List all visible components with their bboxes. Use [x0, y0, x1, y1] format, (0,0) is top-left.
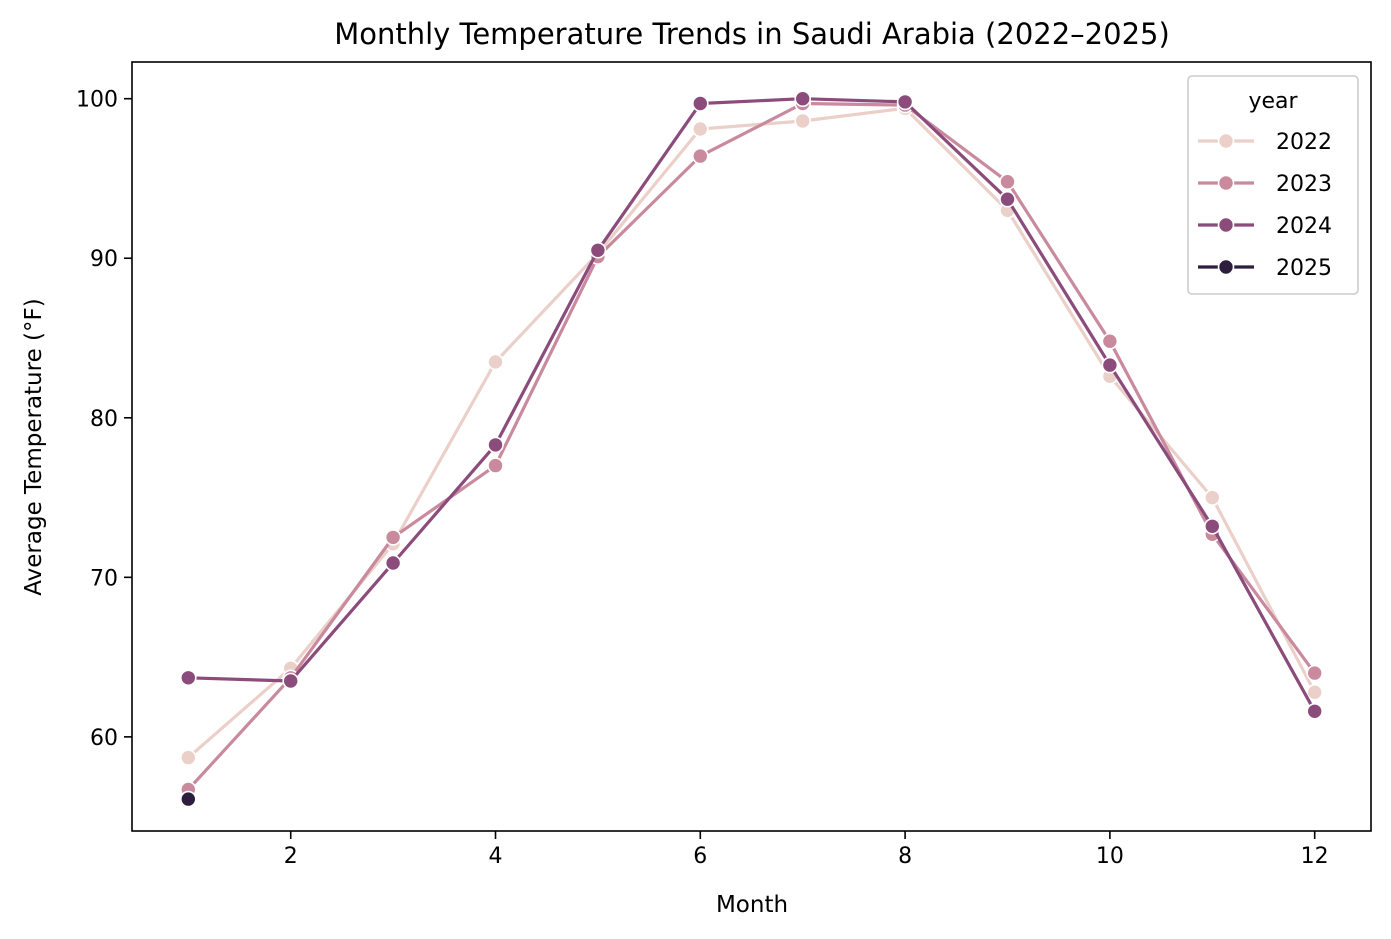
y-axis: 60 70 80 90 100	[76, 88, 132, 751]
data-point-2024	[1306, 702, 1323, 720]
data-point-2023	[1101, 332, 1119, 350]
data-point-2024	[180, 669, 197, 687]
series-2025	[180, 790, 197, 808]
legend-title: year	[1248, 89, 1298, 114]
data-point-2023	[487, 457, 504, 474]
x-axis-label: Month	[716, 892, 788, 918]
data-point-2024	[1204, 517, 1221, 535]
y-tick-label: 70	[90, 566, 118, 591]
series-2023	[180, 95, 1323, 798]
plot-frame	[131, 61, 1372, 832]
data-point-2025	[180, 790, 197, 808]
legend-item-2023: 2023	[1198, 172, 1332, 197]
data-point-2024	[487, 436, 504, 454]
series-2024	[180, 90, 1323, 720]
x-tick-label: 8	[898, 844, 912, 869]
data-point-2022	[691, 120, 709, 138]
data-point-2022	[1306, 683, 1323, 701]
series-line-2023	[187, 101, 1316, 791]
legend-swatch-marker	[1217, 258, 1235, 276]
y-tick-label: 80	[90, 407, 118, 432]
legend-box	[1187, 75, 1359, 295]
legend-item-2022: 2022	[1198, 130, 1332, 155]
series-line-2024	[188, 97, 1317, 713]
legend-swatch-marker	[1217, 132, 1235, 150]
y-tick-label: 100	[76, 88, 118, 113]
data-point-2023	[384, 529, 402, 546]
x-tick-label: 6	[693, 844, 707, 869]
x-tick-label: 4	[489, 844, 503, 869]
data-point-2024	[999, 190, 1016, 208]
data-point-2024	[384, 554, 402, 572]
data-point-2022	[180, 749, 197, 766]
legend-item-2025: 2025	[1198, 256, 1332, 281]
data-point-2024	[282, 672, 300, 690]
data-point-2022	[794, 112, 812, 130]
data-point-2024	[794, 90, 812, 107]
legend-swatch-marker	[1217, 216, 1235, 234]
x-tick-label: 10	[1096, 844, 1124, 869]
data-point-2024	[691, 95, 709, 112]
y-axis-label: Average Temperature (°F)	[21, 298, 47, 595]
data-point-2023	[1306, 664, 1323, 682]
series-2022	[180, 100, 1323, 766]
legend-label: 2022	[1276, 130, 1332, 155]
y-tick-label: 90	[90, 247, 118, 272]
data-point-2024	[1101, 356, 1119, 374]
data-point-2024	[589, 242, 607, 259]
data-point-2023	[999, 173, 1016, 190]
x-tick-label: 2	[284, 844, 298, 869]
legend-label: 2024	[1276, 214, 1332, 239]
data-point-2022	[487, 353, 504, 371]
legend-label: 2023	[1276, 172, 1332, 197]
y-tick-label: 60	[90, 726, 118, 751]
legend: year 2022 2023 2024 2025	[1187, 75, 1359, 295]
legend-item-2024: 2024	[1198, 214, 1332, 239]
data-point-2024	[896, 93, 914, 111]
data-point-2022	[1204, 489, 1221, 506]
plot-area	[180, 90, 1323, 808]
series-line-2022	[187, 106, 1317, 759]
x-tick-label: 12	[1301, 844, 1329, 869]
legend-label: 2025	[1276, 256, 1332, 281]
x-axis: 2 4 6 8 10 12	[284, 831, 1329, 869]
chart-title: Monthly Temperature Trends in Saudi Arab…	[334, 17, 1170, 51]
legend-swatch-marker	[1217, 174, 1235, 192]
data-point-2023	[691, 147, 709, 165]
